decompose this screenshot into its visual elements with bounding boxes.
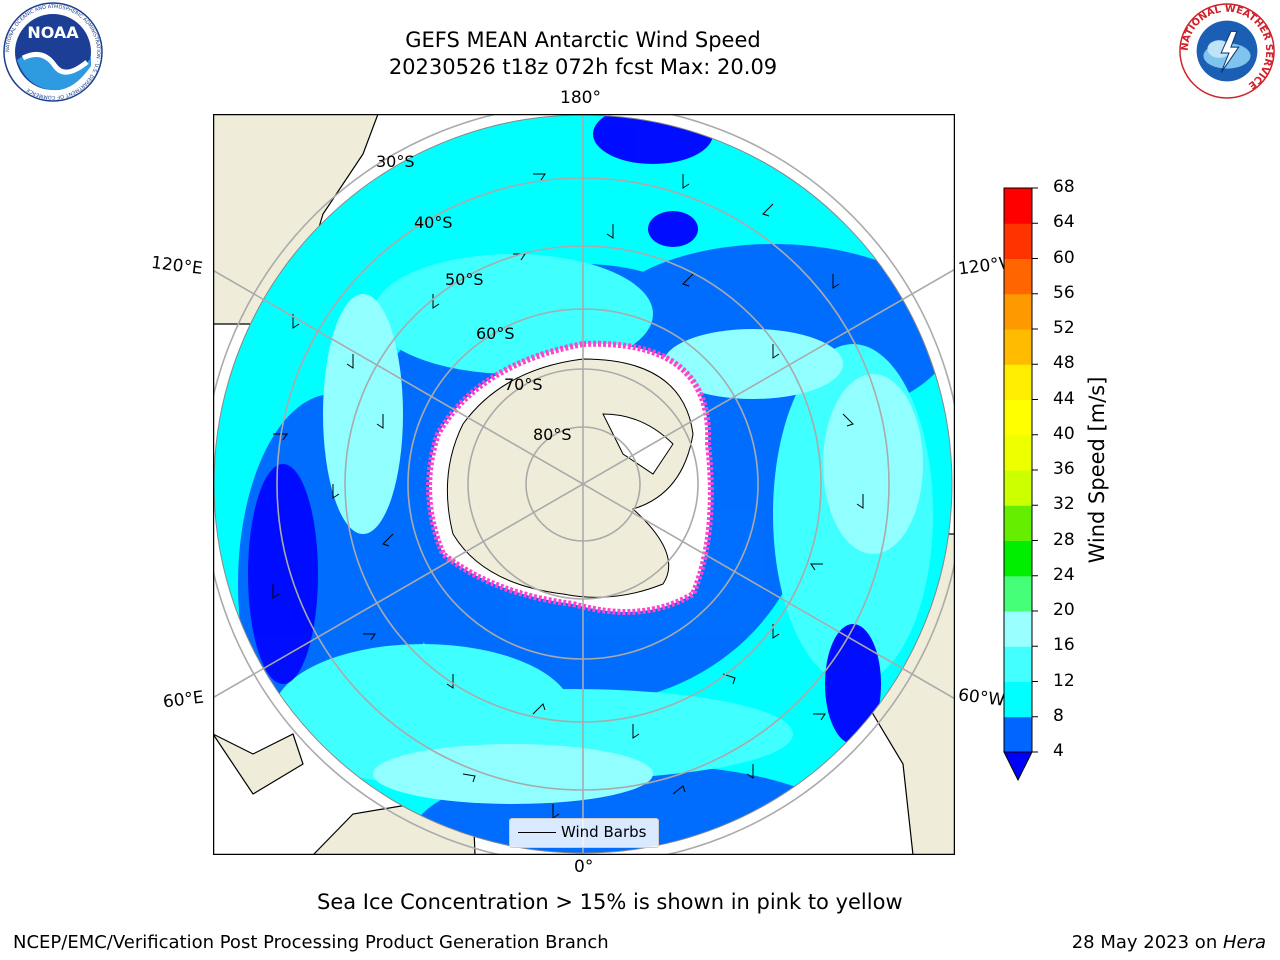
legend-label: Wind Barbs (561, 823, 647, 841)
colorbar-tick-label: 4 (1053, 741, 1064, 761)
colorbar-segment (1004, 681, 1032, 718)
map-title: GEFS MEAN Antarctic Wind Speed (405, 28, 761, 52)
colorbar-segment (1004, 434, 1032, 471)
wind-barbs (272, 173, 864, 819)
colorbar-segment (1004, 258, 1032, 295)
colorbar-segment (1004, 470, 1032, 506)
lat-label-50s: 50°S (445, 270, 484, 289)
colorbar-tick-label: 40 (1053, 423, 1075, 444)
colorbar-tick-label: 48 (1053, 353, 1075, 374)
sea-ice-caption: Sea Ice Concentration > 15% is shown in … (317, 890, 903, 914)
colorbar-segment (1004, 575, 1032, 612)
colorbar-segment (1004, 329, 1032, 365)
lat-label-80s: 80°S (533, 425, 572, 444)
colorbar-label: Wind Speed [m/s] (1085, 376, 1109, 564)
lon-label-60e: 60°E (161, 687, 205, 713)
colorbar-tick-label: 32 (1053, 494, 1075, 515)
colorbar-segment (1004, 399, 1032, 436)
nws-logo: NATIONAL WEATHER SERVICE (1179, 3, 1275, 99)
colorbar-tick-label: 12 (1053, 670, 1075, 691)
colorbar-segment (1004, 646, 1032, 682)
colorbar-tick-label: 8 (1053, 705, 1064, 726)
lon-label-0: 0° (574, 857, 594, 877)
footer-date-text: 28 May 2023 on (1071, 932, 1223, 953)
colorbar-segment (1004, 364, 1032, 400)
footer-branch: NCEP/EMC/Verification Post Processing Pr… (13, 932, 609, 953)
colorbar-tick-label: 44 (1053, 388, 1075, 409)
colorbar-segment (1004, 505, 1032, 541)
wind-speed-colorbar (1003, 187, 1038, 782)
legend-line-icon (518, 832, 556, 833)
polar-map (213, 114, 955, 855)
colorbar-segment (1004, 540, 1032, 577)
colorbar-segment (1004, 223, 1032, 259)
wind-barbs-legend: Wind Barbs (509, 818, 659, 848)
colorbar-segment (1004, 716, 1032, 753)
colorbar-tick-label: 20 (1053, 600, 1075, 620)
lat-label-30s: 30°S (376, 152, 415, 171)
colorbar-segment (1004, 293, 1032, 330)
noaa-logo: NOAA NATIONAL OCEANIC AND ATMOSPHERIC AD… (3, 2, 103, 102)
colorbar-tick-label: 24 (1053, 564, 1075, 585)
colorbar-tick-label: 56 (1053, 282, 1075, 303)
colorbar-extend-arrow (1003, 751, 1033, 782)
colorbar-tick-label: 28 (1053, 529, 1075, 550)
lat-label-70s: 70°S (504, 375, 543, 394)
lat-label-60s: 60°S (476, 324, 515, 343)
colorbar-segment (1004, 188, 1032, 224)
colorbar-tick-label: 68 (1053, 177, 1075, 197)
noaa-logo-text: NOAA (27, 23, 79, 42)
map-subtitle: 20230526 t18z 072h fcst Max: 20.09 (388, 55, 778, 79)
colorbar-tick-label: 60 (1053, 247, 1075, 268)
lon-label-120e: 120°E (149, 252, 204, 280)
lat-label-40s: 40°S (414, 213, 453, 232)
colorbar-tick-label: 36 (1053, 459, 1075, 479)
footer-host: Hera (1222, 932, 1266, 953)
colorbar-segment (1004, 611, 1032, 647)
lon-label-180: 180° (560, 88, 601, 108)
footer-date: 28 May 2023 on Hera (1072, 932, 1266, 953)
colorbar-tick-label: 52 (1053, 318, 1075, 338)
colorbar-tick-label: 64 (1053, 212, 1075, 233)
colorbar-tick-label: 16 (1053, 635, 1075, 656)
